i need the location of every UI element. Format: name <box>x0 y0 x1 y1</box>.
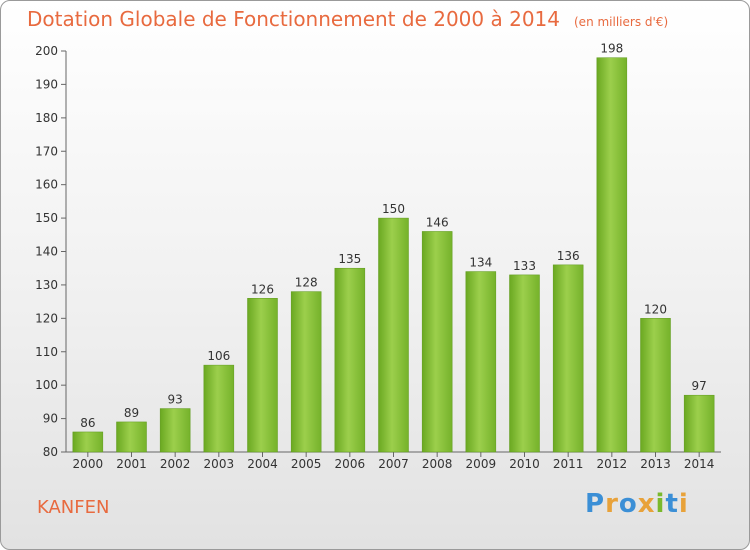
chart-title: Dotation Globale de Fonctionnement de 20… <box>27 7 668 31</box>
bar-value-label: 146 <box>426 215 449 229</box>
x-tick-label: 2009 <box>466 457 497 471</box>
x-tick-label: 2012 <box>597 457 628 471</box>
chart-title-text: Dotation Globale de Fonctionnement de 20… <box>27 7 560 31</box>
bar-value-label: 97 <box>692 379 707 393</box>
bar-2004 <box>247 298 278 453</box>
x-tick-label: 2003 <box>204 457 235 471</box>
y-tick-label: 80 <box>43 445 58 459</box>
bar-value-label: 128 <box>295 276 318 290</box>
x-axis: 2000 2001 2002 2003 2004 2005 2006 2007 2008 2009… <box>66 451 721 471</box>
bar-2014 <box>683 394 715 453</box>
logo-letter: x <box>637 489 656 519</box>
y-tick-label: 110 <box>35 345 58 359</box>
y-tick-label: 160 <box>35 178 58 192</box>
logo-letter: i <box>678 489 689 519</box>
bars: 86 89 93 106 126 128 135 150 146 134 133 136 198 120 9… <box>72 42 715 453</box>
bar-2000 <box>72 431 104 453</box>
x-tick-label: 2013 <box>640 457 671 471</box>
bar-value-label: 136 <box>557 249 580 263</box>
x-tick-label: 2000 <box>73 457 104 471</box>
y-tick-label: 90 <box>43 412 58 426</box>
x-tick-label: 2004 <box>247 457 278 471</box>
bar-value-label: 198 <box>600 42 623 56</box>
bar-2011 <box>552 264 584 453</box>
bar-2009 <box>465 271 497 453</box>
commune-name: KANFEN <box>37 497 110 518</box>
bar-value-label: 89 <box>124 406 139 420</box>
logo-letter: o <box>618 489 638 519</box>
logo-letter: i <box>655 489 666 519</box>
x-tick-label: 2005 <box>291 457 322 471</box>
bar-value-label: 150 <box>382 202 405 216</box>
y-tick-label: 100 <box>35 378 58 392</box>
chart-unit: (en milliers d'€) <box>574 15 669 29</box>
bar-value-label: 86 <box>80 416 95 430</box>
x-tick-label: 2010 <box>509 457 540 471</box>
bar-2012 <box>596 57 628 453</box>
bar-2007 <box>378 217 409 453</box>
x-tick-label: 2001 <box>116 457 147 471</box>
y-axis: 80 90 100 110 120 130 140 150 160 170 180 190 200 <box>35 44 67 459</box>
logo-letter: t <box>665 489 679 519</box>
bar-value-label: 134 <box>469 256 492 270</box>
logo-letter: P <box>585 489 606 519</box>
bar-2005 <box>290 291 322 453</box>
bar-value-label: 135 <box>338 252 361 266</box>
y-tick-label: 130 <box>35 278 58 292</box>
bar-2013 <box>640 318 671 453</box>
y-tick-label: 180 <box>35 111 58 125</box>
y-tick-label: 190 <box>35 77 58 91</box>
bar-value-label: 106 <box>207 349 230 363</box>
proxiti-logo: Proxiti <box>585 489 689 519</box>
bar-2008 <box>421 231 453 453</box>
x-tick-label: 2007 <box>378 457 409 471</box>
y-tick-label: 170 <box>35 144 58 158</box>
x-tick-label: 2002 <box>160 457 191 471</box>
bar-value-label: 93 <box>168 393 183 407</box>
bar-2006 <box>334 267 366 453</box>
bar-2002 <box>159 408 191 453</box>
bar-2010 <box>509 274 540 453</box>
y-tick-label: 150 <box>35 211 58 225</box>
x-tick-label: 2014 <box>684 457 715 471</box>
x-tick-label: 2008 <box>422 457 453 471</box>
bar-value-label: 120 <box>644 302 667 316</box>
y-tick-label: 200 <box>35 44 58 58</box>
x-tick-label: 2011 <box>553 457 584 471</box>
x-tick-label: 2006 <box>335 457 366 471</box>
bar-value-label: 126 <box>251 282 274 296</box>
bar-value-label: 133 <box>513 259 536 273</box>
bar-2001 <box>116 421 147 453</box>
logo-letter: r <box>605 489 619 519</box>
y-tick-label: 120 <box>35 311 58 325</box>
y-tick-label: 140 <box>35 245 58 259</box>
bar-2003 <box>203 364 235 453</box>
